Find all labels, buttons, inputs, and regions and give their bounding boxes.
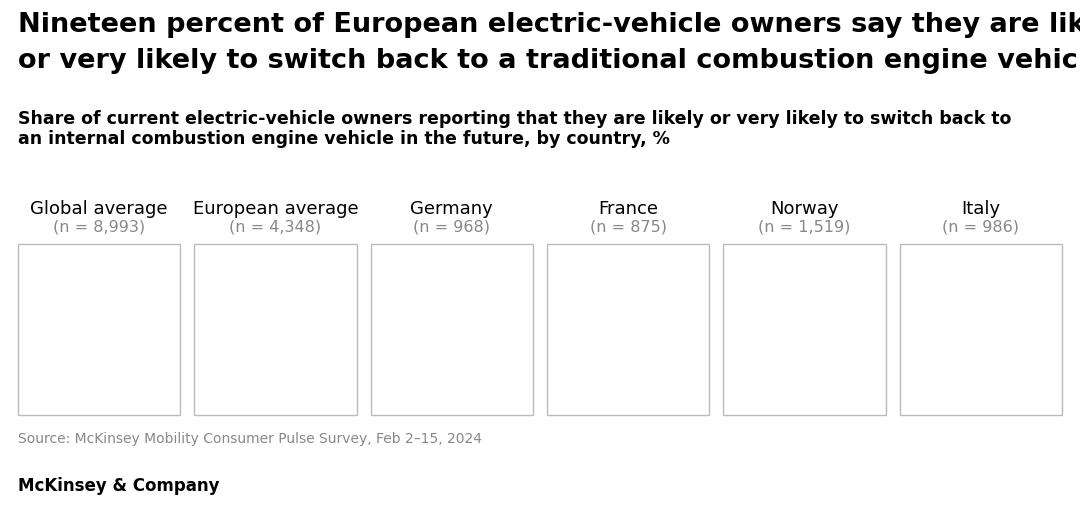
Text: or very likely to switch back to a traditional combustion engine vehicle.: or very likely to switch back to a tradi…: [18, 48, 1080, 74]
Bar: [900, 244, 1062, 415]
Bar: [724, 244, 886, 415]
Text: Nineteen percent of European electric-vehicle owners say they are likely: Nineteen percent of European electric-ve…: [18, 12, 1080, 38]
Text: (n = 968): (n = 968): [414, 220, 490, 235]
Bar: [194, 244, 356, 415]
Bar: [546, 244, 710, 415]
Text: an internal combustion engine vehicle in the future, by country, %: an internal combustion engine vehicle in…: [18, 130, 670, 148]
Text: Norway: Norway: [770, 200, 839, 218]
Text: Italy: Italy: [961, 200, 1000, 218]
Text: European average: European average: [192, 200, 359, 218]
Text: McKinsey & Company: McKinsey & Company: [18, 477, 219, 495]
Text: Germany: Germany: [410, 200, 494, 218]
Text: (n = 986): (n = 986): [943, 220, 1020, 235]
Text: (n = 1,519): (n = 1,519): [758, 220, 851, 235]
Text: Share of current electric-vehicle owners reporting that they are likely or very : Share of current electric-vehicle owners…: [18, 110, 1011, 128]
Text: (n = 875): (n = 875): [590, 220, 666, 235]
Text: Source: McKinsey Mobility Consumer Pulse Survey, Feb 2–15, 2024: Source: McKinsey Mobility Consumer Pulse…: [18, 432, 482, 446]
Text: (n = 4,348): (n = 4,348): [229, 220, 322, 235]
Bar: [370, 244, 534, 415]
Bar: [18, 244, 180, 415]
Text: France: France: [598, 200, 658, 218]
Text: Global average: Global average: [30, 200, 167, 218]
Text: (n = 8,993): (n = 8,993): [53, 220, 145, 235]
